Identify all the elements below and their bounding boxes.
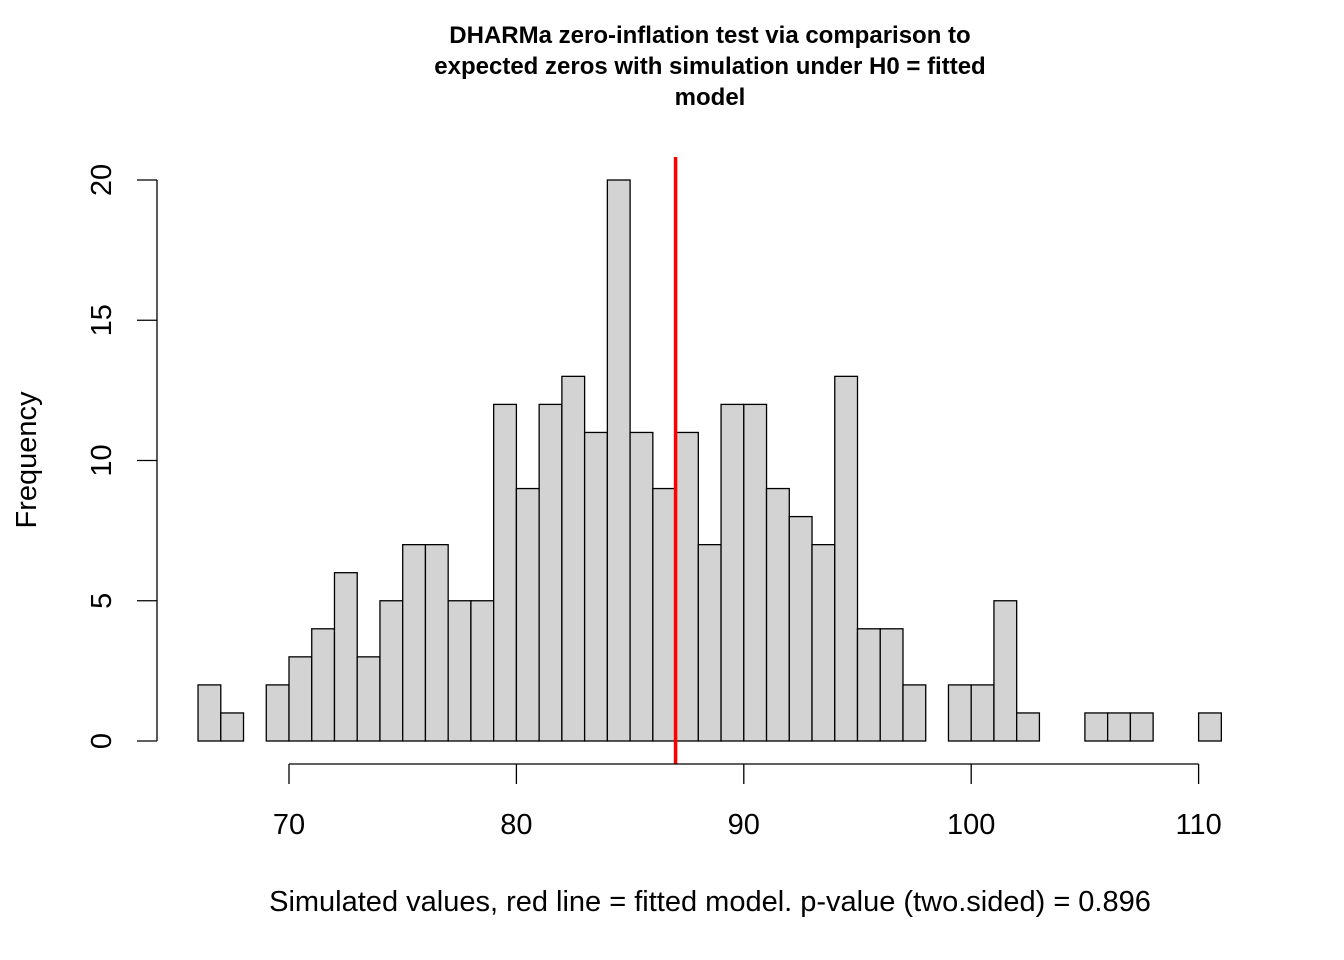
histogram-bar — [720, 403, 745, 742]
histogram-bar — [902, 684, 927, 742]
y-tick-label: 20 — [86, 164, 118, 196]
histogram-bar — [743, 403, 768, 742]
histogram-bar — [424, 544, 449, 742]
x-tick-label: 90 — [728, 809, 760, 841]
histogram-bar — [356, 656, 381, 742]
histogram-bar — [697, 544, 722, 742]
histogram-bar — [993, 600, 1018, 742]
histogram-bar — [493, 403, 518, 742]
x-tick-label: 110 — [1175, 809, 1221, 841]
histogram-bar — [834, 375, 859, 742]
chart-title: DHARMa zero-inflation test via compariso… — [434, 22, 985, 111]
histogram-bar — [765, 487, 790, 742]
histogram-bar — [1016, 712, 1041, 742]
title-line-2: expected zeros with simulation under H0 … — [434, 53, 985, 80]
y-axis-label: Frequency — [11, 391, 43, 529]
histogram-bar — [606, 179, 631, 742]
histogram-bar — [583, 431, 609, 742]
histogram-bar — [288, 656, 313, 742]
histogram-bar — [856, 628, 881, 742]
histogram-bar — [379, 600, 404, 742]
histogram-bar — [1084, 712, 1109, 742]
histogram-bar — [220, 712, 245, 742]
histogram-bar — [811, 544, 836, 742]
histogram-bar — [447, 600, 472, 742]
histogram-bar — [629, 431, 654, 742]
x-tick-label: 80 — [500, 809, 532, 841]
histogram-bar — [197, 684, 222, 742]
histogram-bar — [265, 684, 290, 742]
histogram-bar — [788, 515, 813, 742]
x-tick-label: 100 — [947, 809, 995, 841]
histogram-bar — [538, 403, 563, 742]
y-tick-label: 5 — [86, 593, 118, 609]
bars — [197, 157, 1222, 764]
title-line-3: model — [675, 84, 746, 111]
x-tick-label: 70 — [273, 809, 305, 841]
histogram-bar — [674, 431, 699, 742]
axes: 70 80 90 100 110 0 5 10 15 20 — [86, 164, 1222, 841]
y-tick-label: 0 — [86, 733, 118, 749]
histogram-bar — [402, 544, 427, 742]
histogram-bar — [561, 375, 586, 742]
histogram-bar — [947, 684, 972, 742]
histogram-bar — [470, 600, 495, 742]
histogram-bar — [311, 628, 336, 742]
y-tick-label: 15 — [86, 304, 118, 336]
histogram-bar — [515, 487, 540, 742]
histogram-bar — [333, 572, 358, 742]
histogram-bar — [879, 628, 904, 742]
y-tick-label: 10 — [86, 444, 118, 476]
x-axis-label: Simulated values, red line = fitted mode… — [269, 886, 1151, 918]
histogram-bar — [970, 684, 995, 742]
histogram-bar — [652, 487, 677, 742]
histogram-bar — [1106, 712, 1132, 742]
histogram-bar — [1197, 712, 1222, 742]
histogram-bar — [1129, 712, 1154, 742]
title-line-1: DHARMa zero-inflation test via compariso… — [449, 22, 970, 49]
